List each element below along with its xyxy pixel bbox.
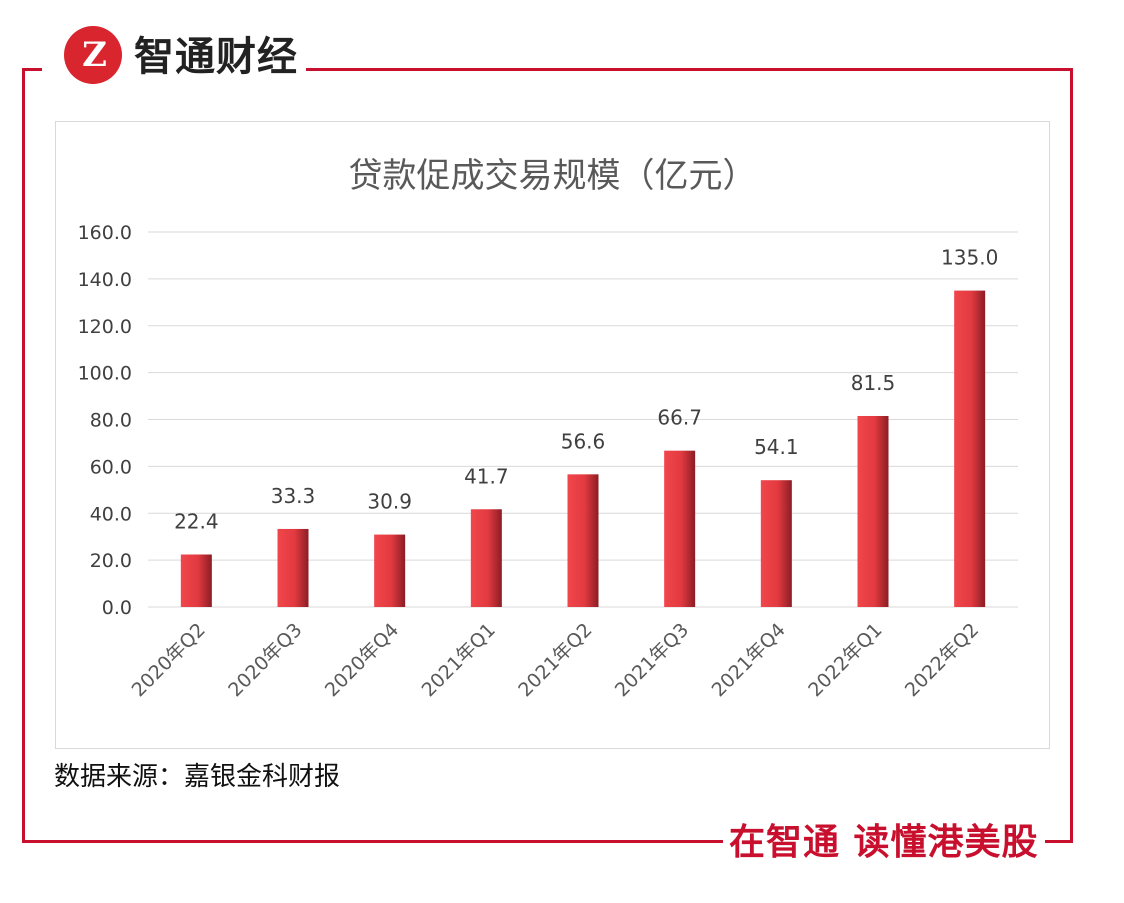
x-tick-label: 2020年Q3 (224, 619, 306, 701)
bar-4 (470, 509, 502, 607)
frame-top-right (286, 68, 1073, 71)
bar-9 (954, 290, 986, 607)
x-tick-label: 2021年Q2 (514, 619, 596, 701)
x-tick-label: 2020年Q2 (128, 619, 210, 701)
y-tick-label: 100.0 (78, 363, 132, 385)
bar-3 (374, 534, 406, 607)
bar-chart: 0.020.040.060.080.0100.0120.0140.0160.0 … (78, 222, 1018, 701)
data-label: 33.3 (271, 484, 316, 508)
bar-8 (857, 415, 889, 607)
bar-5 (567, 474, 599, 607)
data-label: 135.0 (941, 246, 998, 270)
y-tick-label: 0.0 (102, 597, 132, 619)
data-label: 54.1 (754, 435, 799, 459)
frame-top-left (22, 68, 42, 71)
frame-bottom (22, 840, 1073, 843)
brand-name: 智通财经 (134, 33, 306, 81)
chart-panel: 贷款促成交易规模（亿元） 0.0 20.0 40.0 60.0 80.0 100.0 120… (55, 121, 1050, 749)
y-tick-label: 120.0 (78, 316, 132, 338)
bar-6 (664, 450, 696, 607)
data-source: 数据来源：嘉银金科财报 (54, 762, 341, 792)
x-tick-label: 2022年Q1 (804, 619, 886, 701)
chart-title: 贷款促成交易规模（亿元） (348, 156, 757, 196)
frame-left (22, 68, 25, 843)
bars (180, 290, 986, 607)
frame-right (1070, 68, 1073, 843)
data-label: 81.5 (851, 371, 896, 395)
bar-7 (760, 480, 792, 607)
y-tick-label: 20.0 (90, 550, 132, 572)
data-labels: 22.4 33.3 30.9 41.7 56.6 66.7 54.1 81.5 135.0 (174, 246, 998, 534)
x-tick-label: 2021年Q4 (708, 619, 790, 701)
data-label: 22.4 (174, 510, 219, 534)
data-label: 41.7 (464, 464, 509, 488)
x-tick-label: 2022年Q2 (901, 619, 983, 701)
x-axis: 2020年Q2 2020年Q3 2020年Q4 2021年Q1 2021年Q2 2021年… (128, 619, 984, 701)
y-axis: 0.0 20.0 40.0 60.0 80.0 100.0 120.0 140.0 160.0 (78, 222, 132, 619)
y-tick-label: 60.0 (90, 456, 132, 478)
bar-2 (277, 528, 309, 607)
data-label: 56.6 (561, 429, 606, 453)
y-tick-label: 40.0 (90, 503, 132, 525)
y-tick-label: 80.0 (90, 410, 132, 432)
bar-1 (180, 554, 212, 607)
data-label: 66.7 (657, 406, 702, 430)
x-tick-label: 2021年Q1 (418, 619, 500, 701)
data-label: 30.9 (367, 490, 412, 514)
brand-slogan: 在智通 读懂港美股 (723, 819, 1045, 867)
brand-logo-icon: Z (64, 26, 122, 84)
x-tick-label: 2020年Q4 (321, 619, 403, 701)
y-tick-label: 140.0 (78, 269, 132, 291)
y-tick-label: 160.0 (78, 222, 132, 244)
x-tick-label: 2021年Q3 (611, 619, 693, 701)
